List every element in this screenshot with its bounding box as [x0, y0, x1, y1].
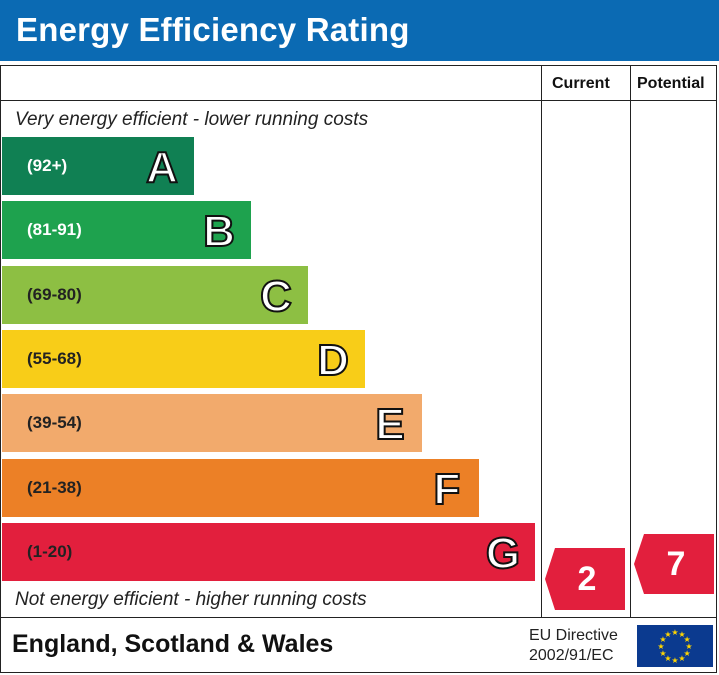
- band-f: (21-38) F: [2, 459, 479, 517]
- band-range-d: (55-68): [27, 349, 82, 368]
- band-range-b: (81-91): [27, 220, 82, 239]
- eu-star-icon: ★: [657, 642, 664, 651]
- band-letter-text-a: A: [146, 143, 178, 192]
- eu-star-icon: ★: [684, 635, 691, 644]
- eu-star-icon: ★: [678, 654, 685, 663]
- eu-star-icon: ★: [684, 649, 691, 658]
- band-b: (81-91) B: [2, 201, 251, 259]
- band-range-a: (92+): [27, 156, 68, 175]
- band-range-e: (39-54): [27, 413, 82, 432]
- current-rating-arrow: [545, 548, 625, 610]
- eu-star-icon: ★: [659, 635, 666, 644]
- footer-region: England, Scotland & Wales: [12, 630, 334, 658]
- potential-rating-arrow: [634, 534, 714, 594]
- inefficient-note: Not energy efficient - higher running co…: [15, 589, 367, 610]
- band-letter-text-e: E: [375, 400, 404, 449]
- eu-directive-label: EU Directive 2002/91/EC: [529, 626, 618, 666]
- potential-rating-arrow-shape: [634, 534, 714, 594]
- header-bar: Energy Efficiency Rating: [0, 0, 719, 61]
- band-range-c: (69-80): [27, 285, 82, 304]
- band-d: (55-68) D: [2, 330, 365, 388]
- eu-star-icon: ★: [685, 642, 692, 651]
- current-column-divider: [541, 66, 542, 617]
- band-letter-text-c: C: [260, 272, 292, 321]
- band-c: (69-80) C: [2, 266, 308, 324]
- potential-rating-value: 7: [666, 545, 686, 583]
- eu-star-icon: ★: [664, 654, 671, 663]
- eu-star-icon: ★: [659, 649, 666, 658]
- eu-directive-line2: 2002/91/EC: [529, 647, 614, 664]
- band-e: (39-54) E: [2, 394, 422, 452]
- band-letter-text-f: F: [434, 465, 461, 514]
- band-letter-b: B: [202, 206, 236, 257]
- eu-star-icon: ★: [664, 630, 671, 639]
- footer-divider: [1, 617, 717, 618]
- eu-star-icon: ★: [671, 628, 678, 637]
- band-range-f: (21-38): [27, 478, 82, 497]
- band-letter-text-d: D: [317, 336, 349, 385]
- band-letter-e: E: [374, 399, 405, 450]
- efficient-note: Very energy efficient - lower running co…: [15, 109, 369, 130]
- current-rating-value: 2: [577, 560, 597, 598]
- eu-flag-icon: ★ ★ ★ ★ ★ ★ ★ ★ ★ ★ ★ ★: [637, 625, 713, 667]
- band-letter-g: G: [485, 528, 521, 579]
- column-header-divider: [1, 100, 717, 101]
- potential-column-header: Potential: [637, 75, 705, 92]
- band-letter-text-g: G: [486, 529, 520, 578]
- page-title: Energy Efficiency Rating: [16, 11, 410, 48]
- eu-star-icon: ★: [671, 656, 678, 665]
- current-column-header: Current: [552, 75, 610, 92]
- band-g: (1-20) G: [2, 523, 535, 581]
- chart-frame: [0, 65, 717, 673]
- band-letter-c: C: [259, 271, 293, 322]
- eu-star-icon: ★: [678, 630, 685, 639]
- eu-directive-line1: EU Directive: [529, 627, 618, 644]
- band-letter-a: A: [145, 142, 179, 193]
- current-rating-arrow-shape: [545, 548, 625, 610]
- band-letter-f: F: [433, 464, 462, 515]
- band-letter-d: D: [316, 335, 350, 386]
- band-a: (92+) A: [2, 137, 194, 195]
- potential-column-divider: [630, 66, 631, 617]
- band-letter-text-b: B: [203, 207, 235, 256]
- band-range-g: (1-20): [27, 542, 73, 561]
- eu-stars-icon: ★ ★★★★★★★★★★★: [657, 628, 692, 665]
